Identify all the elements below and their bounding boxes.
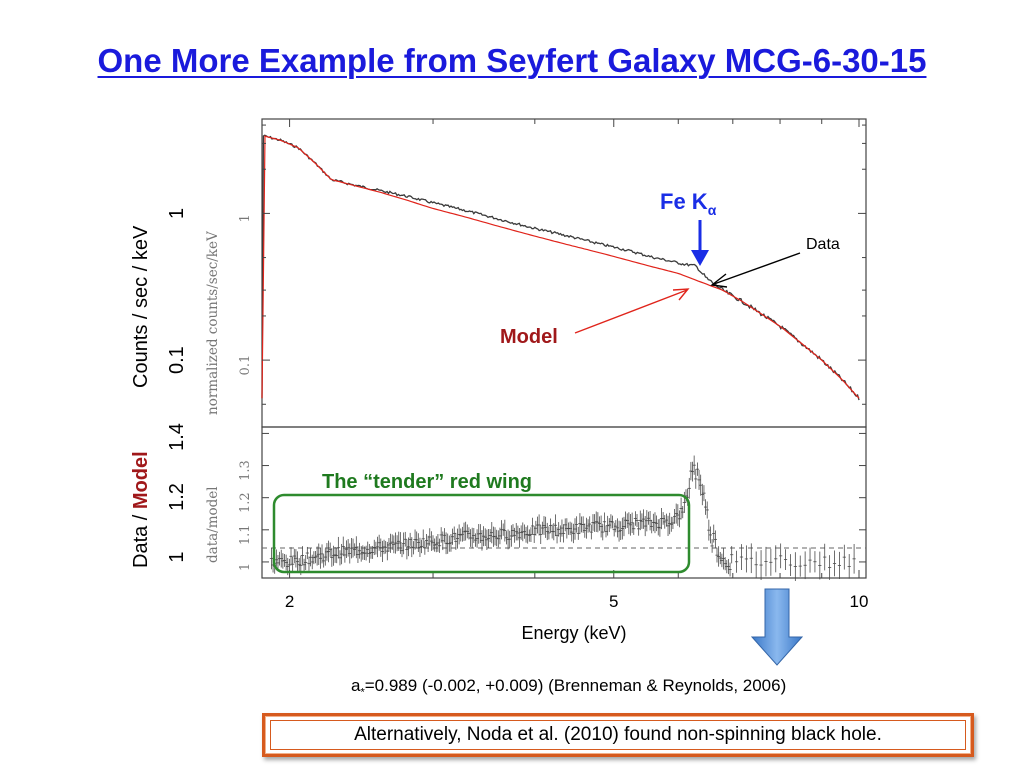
y-tick-label-inner-ratio: 1.2: [238, 492, 253, 513]
outer-ylabel-ratio-model: Model: [130, 451, 152, 509]
y-tick-label-outer-ratio: 1: [166, 551, 188, 562]
y-tick-label-inner-ratio: 1.1: [238, 524, 253, 545]
data-arrow-head: [710, 273, 728, 288]
x-tick-label: 10: [850, 592, 869, 611]
alpha-subscript: α: [708, 202, 717, 218]
citation-a: a: [351, 676, 361, 695]
y-tick-label-outer-spectrum: 1: [166, 208, 188, 219]
y-tick-label-outer-ratio: 1.2: [166, 483, 188, 511]
ratio-panel-frame: [261, 426, 867, 579]
red-wing-highlight-box: [272, 493, 691, 574]
bottom-note-text: Alternatively, Noda et al. (2010) found …: [354, 724, 882, 745]
model-arrow-head: [672, 288, 690, 301]
citation-rest: =0.989 (-0.002, +0.009) (Brenneman & Rey…: [364, 676, 787, 695]
outer-ylabel-counts: Counts / sec / keV: [130, 225, 152, 388]
model-label: Model: [500, 326, 558, 348]
x-tick-label: 2: [285, 592, 294, 611]
y-tick-label-inner-ratio: 1.3: [238, 460, 253, 481]
data-label: Data: [806, 236, 840, 253]
x-tick-label: 5: [609, 592, 618, 611]
red-wing-label: The “tender” red wing: [322, 471, 532, 493]
fe-k-arrow-head: [691, 250, 709, 266]
inner-ylabel-ratio: data/model: [205, 486, 221, 563]
slide-title: One More Example from Seyfert Galaxy MCG…: [97, 42, 927, 79]
y-tick-label-inner-spectrum: 0.1: [238, 355, 253, 376]
down-arrow-icon: [750, 588, 804, 666]
fe-k-label: Fe K: [660, 189, 708, 214]
y-tick-label-inner-spectrum: 1: [238, 214, 253, 222]
spectrum-panel-frame: [261, 118, 867, 428]
model-series-line: [261, 135, 860, 399]
data-arrow-line: [713, 252, 801, 285]
fe-k-alpha-label: Fe Kα: [660, 189, 717, 218]
citation-sub: *: [360, 686, 365, 699]
outer-ylabel-ratio: Data / Model: [130, 451, 152, 568]
bottom-note-inner-border: [270, 720, 966, 750]
model-arrow-line: [574, 289, 688, 334]
inner-ylabel-spectrum: normalized counts/sec/keV: [205, 231, 221, 415]
svg-text:Data / Model: Data / Model: [130, 451, 152, 568]
x-axis-label: Energy (keV): [521, 623, 626, 643]
spin-citation: a*=0.989 (-0.002, +0.009) (Brenneman & R…: [351, 676, 786, 698]
y-tick-label-outer-ratio: 1.4: [166, 423, 188, 451]
bottom-note-box: Alternatively, Noda et al. (2010) found …: [262, 713, 974, 757]
y-tick-label-outer-spectrum: 0.1: [166, 346, 188, 374]
data-series-line: [261, 134, 860, 401]
y-tick-label-inner-ratio: 1: [238, 563, 253, 571]
outer-ylabel-ratio-prefix: Data /: [130, 509, 152, 568]
